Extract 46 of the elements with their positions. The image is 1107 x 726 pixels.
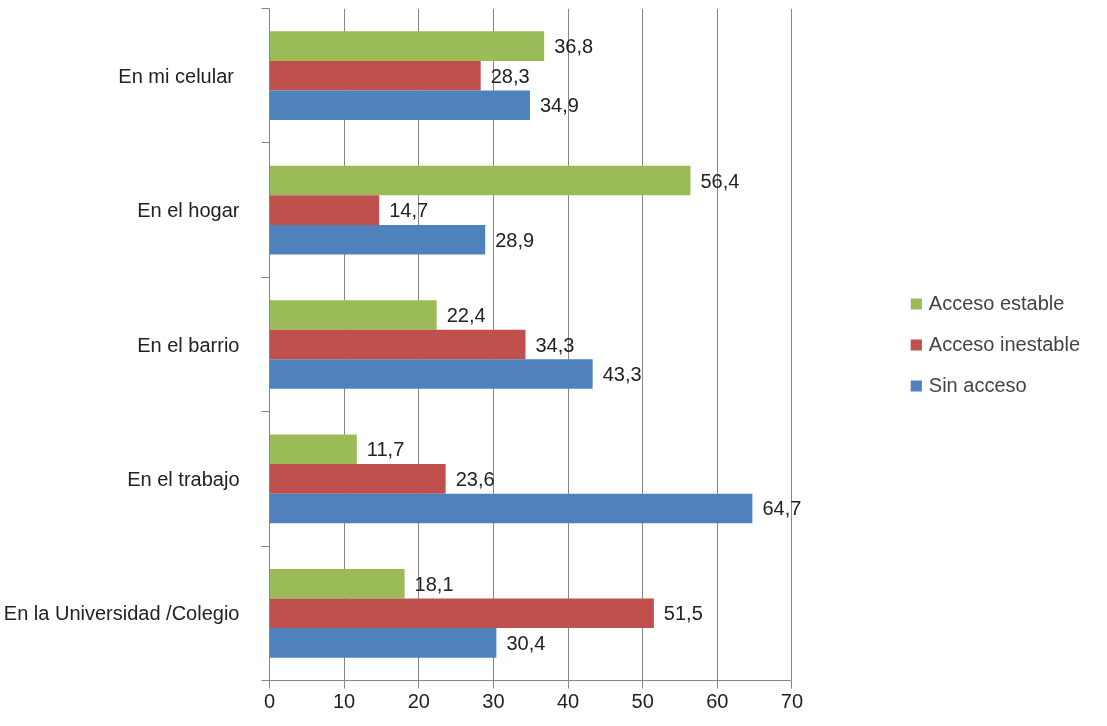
data-label: 43,3 <box>602 363 642 386</box>
bar <box>269 195 380 225</box>
bar <box>269 90 530 121</box>
bar <box>269 628 497 658</box>
y-tick-label: En la Universidad /Colegio <box>3 602 240 625</box>
data-label: 51,5 <box>663 602 703 625</box>
bar <box>269 434 357 465</box>
legend-label: Acceso inestable <box>928 332 1080 356</box>
x-tick-label: 30 <box>482 689 505 712</box>
y-tick-label: En el trabajo <box>127 467 240 490</box>
y-tick-label: En el hogar <box>137 199 240 222</box>
x-tick-label: 20 <box>407 689 430 712</box>
x-tick-label: 40 <box>556 689 580 712</box>
legend-label: Sin acceso <box>928 373 1027 397</box>
x-tick-label: 70 <box>780 689 804 712</box>
bar <box>269 300 437 330</box>
x-tick-label: 50 <box>631 689 654 712</box>
bar <box>269 359 593 389</box>
data-label: 64,7 <box>762 497 802 520</box>
bar <box>269 598 654 629</box>
data-label: 23,6 <box>455 467 495 490</box>
bar <box>269 31 545 61</box>
data-label: 34,3 <box>535 333 575 356</box>
bar <box>269 568 405 599</box>
data-label: 28,3 <box>490 64 530 87</box>
x-tick-label: 60 <box>706 689 729 712</box>
x-tick-label: 10 <box>333 689 356 712</box>
x-tick-label: 0 <box>263 689 276 712</box>
bar <box>269 329 526 360</box>
data-label: 30,4 <box>506 631 546 654</box>
bar <box>269 493 753 524</box>
data-label: 34,9 <box>539 94 579 117</box>
legend-label: Acceso estable <box>928 291 1065 315</box>
data-label: 22,4 <box>446 303 486 326</box>
data-label: 11,7 <box>366 438 405 461</box>
bar <box>269 464 446 494</box>
y-tick-label: En el barrio <box>137 333 240 356</box>
data-label: 18,1 <box>414 572 454 595</box>
data-label: 14,7 <box>389 199 429 222</box>
bar <box>269 224 486 255</box>
y-tick-label: En mi celular <box>118 64 235 87</box>
data-label: 28,9 <box>495 228 535 251</box>
bar <box>269 165 691 196</box>
data-label: 56,4 <box>700 169 740 192</box>
data-label: 36,8 <box>554 35 594 58</box>
bar <box>269 60 481 91</box>
